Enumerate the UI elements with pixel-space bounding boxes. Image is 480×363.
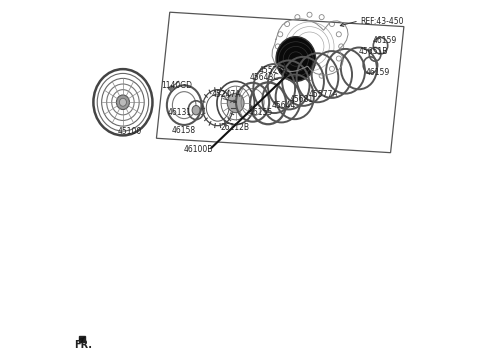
Text: 45100: 45100 [118,127,142,136]
Text: 46159: 46159 [372,36,397,45]
Text: 45644: 45644 [272,101,296,110]
Text: 26112B: 26112B [220,123,249,132]
Text: 45651B: 45651B [359,47,388,56]
Ellipse shape [276,37,316,81]
Ellipse shape [227,93,244,113]
Text: 45681: 45681 [290,95,314,104]
Text: 46159: 46159 [366,68,390,77]
Text: 45643C: 45643C [250,73,280,82]
Text: FR.: FR. [74,340,92,350]
Text: 45527A: 45527A [259,66,288,75]
Text: 46155: 46155 [249,108,273,117]
Text: 1140GD: 1140GD [161,81,192,90]
Text: REF:43-450: REF:43-450 [360,17,404,26]
Text: 46100B: 46100B [184,146,213,155]
Text: 46158: 46158 [171,126,196,135]
Text: 45247A: 45247A [212,90,241,99]
Ellipse shape [117,95,130,110]
Ellipse shape [192,106,200,115]
Text: 45577A: 45577A [309,90,338,99]
Text: 46131: 46131 [167,108,192,117]
Ellipse shape [120,98,126,106]
